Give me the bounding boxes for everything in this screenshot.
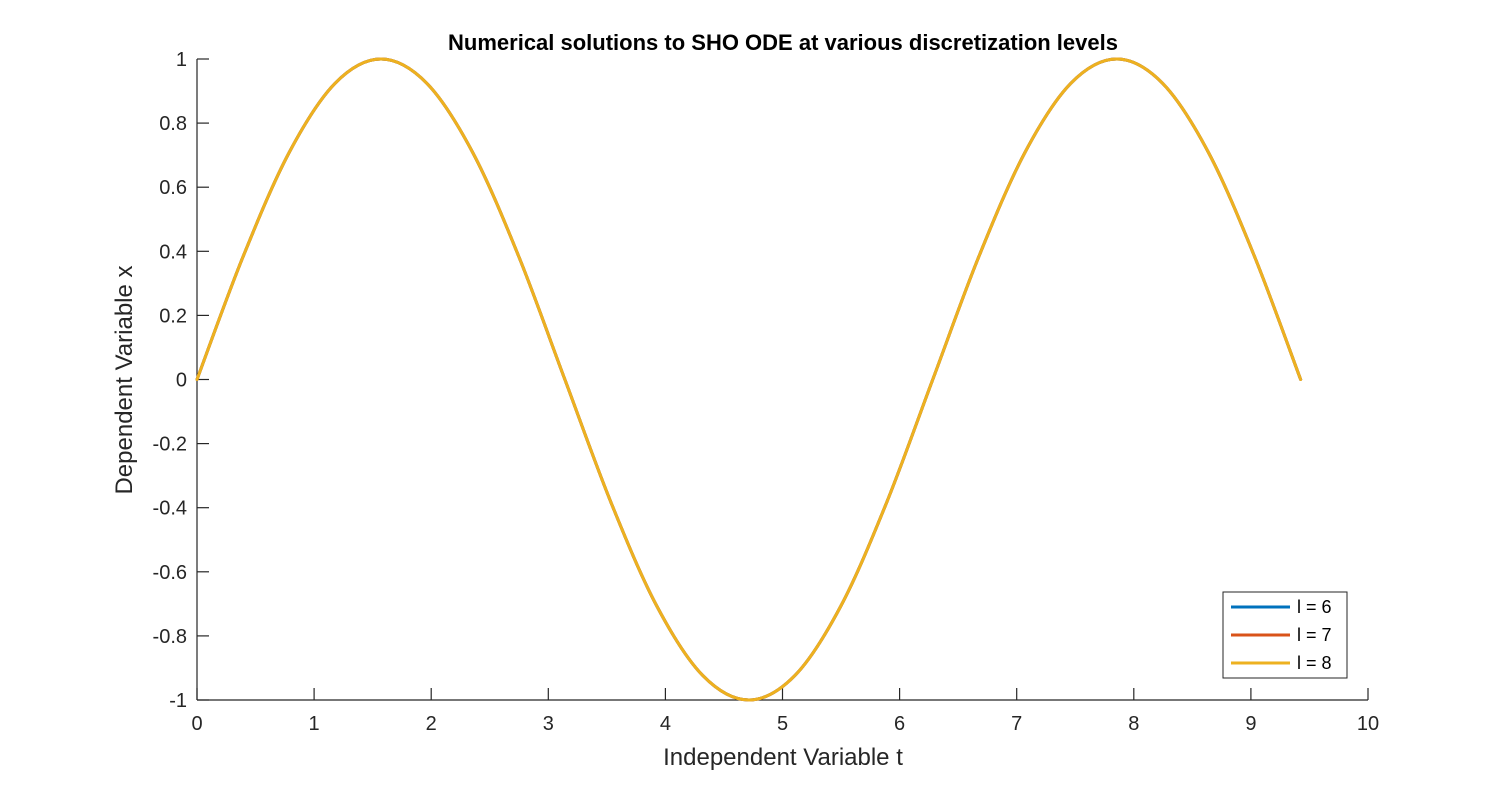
series-line-3	[195, 57, 1303, 702]
y-tick-label: 0.2	[159, 305, 187, 327]
x-ticks: 0 1 2 3 4 5 6 7 8 9 10	[191, 688, 1379, 735]
x-tick-label: 1	[309, 713, 320, 735]
x-tick-label: 0	[191, 713, 202, 735]
series-layer	[195, 57, 1303, 702]
x-tick-label: 5	[777, 713, 788, 735]
legend-label: l = 6	[1297, 597, 1332, 617]
y-tick-label: -0.8	[153, 626, 187, 648]
x-tick-label: 7	[1011, 713, 1022, 735]
legend: l = 6 l = 7 l = 8	[1222, 591, 1348, 679]
legend-label: l = 8	[1297, 653, 1332, 673]
legend-items: l = 6 l = 7 l = 8	[1231, 597, 1332, 673]
series-line-1	[195, 57, 1303, 702]
y-tick-label: -0.6	[153, 562, 187, 584]
x-tick-label: 4	[660, 713, 671, 735]
x-tick-label: 10	[1357, 713, 1379, 735]
y-tick-label: 0.8	[159, 113, 187, 135]
x-tick-label: 6	[894, 713, 905, 735]
legend-label: l = 7	[1297, 625, 1332, 645]
series-line-2	[195, 57, 1303, 702]
y-tick-label: -1	[169, 690, 187, 712]
x-tick-label: 3	[543, 713, 554, 735]
y-tick-label: 1	[176, 49, 187, 71]
x-tick-label: 2	[426, 713, 437, 735]
chart-title: Numerical solutions to SHO ODE at variou…	[448, 30, 1118, 55]
y-tick-label: -0.2	[153, 434, 187, 456]
x-tick-label: 9	[1245, 713, 1256, 735]
y-tick-label: -0.4	[153, 498, 187, 520]
x-axis-title: Independent Variable t	[663, 744, 903, 771]
x-tick-label: 8	[1128, 713, 1139, 735]
y-tick-label: 0.4	[159, 241, 187, 263]
y-axis-title: Dependent Variable x	[111, 265, 138, 494]
y-tick-label: 0	[176, 370, 187, 392]
y-ticks: 1 0.8 0.6 0.4 0.2 0 -0.2 -0.4 -0.6 -0.8 -1	[153, 49, 209, 712]
y-tick-label: 0.6	[159, 177, 187, 199]
